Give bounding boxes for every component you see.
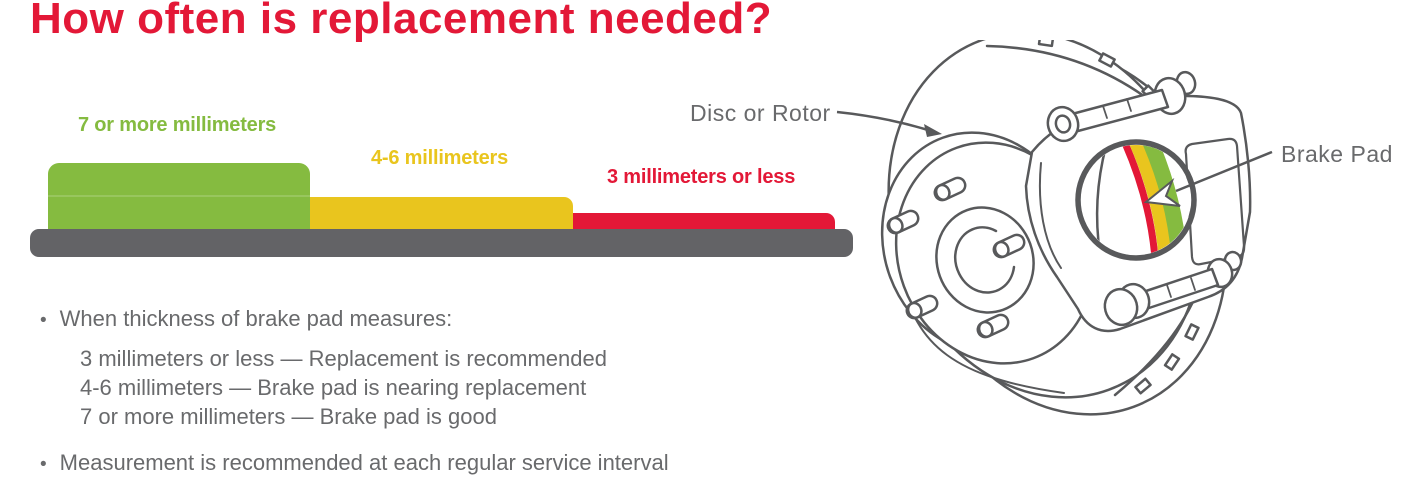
hub-center-bore	[954, 226, 1016, 294]
guide-pin-bottom	[1103, 250, 1243, 327]
wheel-studs	[886, 176, 1026, 339]
pad-stripe-replace	[1121, 145, 1159, 255]
thickness-guide-list: 3 millimeters or less — Replacement is r…	[80, 344, 607, 431]
brake-pad-arrow	[1143, 150, 1273, 207]
magnifier-ring	[1075, 139, 1197, 261]
bullet-icon: •	[40, 454, 47, 475]
arrowhead-icon	[1143, 177, 1181, 207]
guide-item-replace: 3 millimeters or less — Replacement is r…	[80, 346, 607, 371]
note-measurement: • Measurement is recommended at each regu…	[40, 450, 669, 476]
scale-bar-good	[48, 163, 310, 229]
scale-label-replace: 3 millimeters or less	[607, 166, 796, 188]
guide-pin-top	[1046, 70, 1197, 143]
disc-rotor-arrow	[836, 110, 942, 137]
brake-pad-magnifier	[1075, 139, 1197, 261]
scale-label-good: 7 or more millimeters	[78, 114, 277, 136]
scale-bar-replace	[573, 213, 835, 229]
brake-pad-label: Brake Pad	[1281, 141, 1393, 167]
note-thickness-intro-text: When thickness of brake pad measures:	[59, 306, 453, 331]
note-measurement-text: Measurement is recommended at each regul…	[59, 450, 669, 475]
guide-item-nearing: 4-6 millimeters — Brake pad is nearing r…	[80, 375, 587, 400]
disc-rotor-label: Disc or Rotor	[690, 100, 831, 126]
caliper-window	[1184, 137, 1246, 266]
rotor-base-bar	[30, 229, 853, 257]
disc-brake-illustration: Disc or Rotor Brake Pad	[690, 40, 1393, 416]
bullet-icon: •	[40, 310, 47, 331]
note-thickness-intro: • When thickness of brake pad measures:	[40, 306, 452, 332]
rotor-drawing	[880, 40, 1252, 416]
hub-ring	[935, 206, 1035, 314]
page-title: How often is replacement needed?	[30, 0, 773, 43]
scale-bar-nearing	[310, 197, 573, 229]
arrowhead-icon	[924, 124, 942, 137]
guide-item-good: 7 or more millimeters — Brake pad is goo…	[80, 404, 497, 429]
scale-label-nearing: 4-6 millimeters	[371, 147, 509, 169]
